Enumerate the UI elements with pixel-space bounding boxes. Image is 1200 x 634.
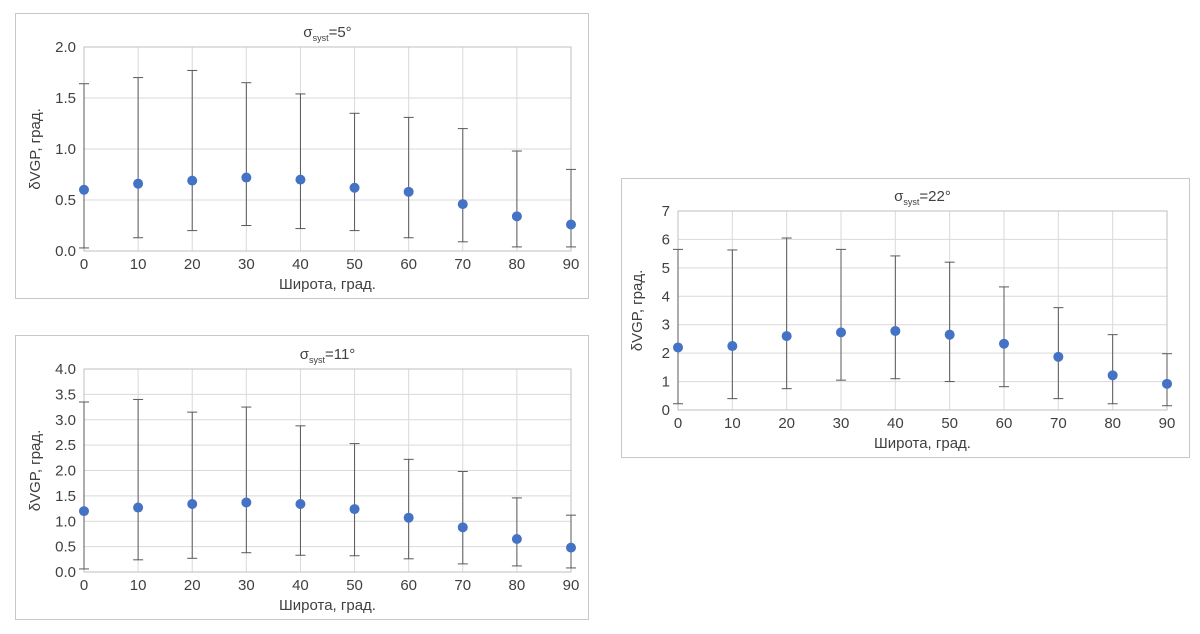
x-tick-label: 80 — [509, 577, 526, 594]
y-tick-label: 3.5 — [55, 386, 76, 403]
data-point — [673, 342, 683, 353]
y-tick-label: 0.0 — [55, 243, 76, 260]
data-point — [79, 506, 89, 517]
data-point — [133, 502, 144, 513]
y-tick-label: 2 — [662, 345, 670, 362]
x-tick-label: 50 — [346, 256, 363, 273]
y-tick-label: 3 — [662, 317, 670, 334]
data-point — [566, 542, 576, 553]
y-tick-label: 6 — [662, 231, 670, 248]
x-tick-label: 30 — [833, 415, 850, 432]
x-tick-label: 80 — [1104, 415, 1121, 432]
data-point — [187, 175, 198, 186]
y-tick-label: 0.0 — [55, 564, 76, 581]
x-axis-title: Широта, град. — [279, 597, 376, 614]
data-point — [511, 534, 522, 545]
x-tick-label: 50 — [941, 415, 958, 432]
x-tick-label: 40 — [887, 415, 904, 432]
data-point — [133, 178, 144, 189]
y-axis-title: δVGP, град. — [629, 270, 646, 352]
chart-title: σsyst=11° — [300, 346, 356, 365]
y-tick-label: 7 — [662, 203, 670, 220]
chart-svg-1: σsyst=5° 0.0 0.5 1.0 1.5 2.0 0 10 20 30 40 50 60 70 80… — [27, 24, 580, 293]
data-point — [403, 512, 414, 523]
y-tick-label: 0 — [662, 402, 670, 419]
data-point — [890, 325, 901, 336]
data-point — [295, 498, 306, 509]
chart-panel-3: σsyst=22° 0 1 2 3 4 5 6 7 0 10 20 30 40 50 60 70 80 90 Широ… — [621, 178, 1190, 458]
y-tick-label: 1 — [662, 374, 670, 391]
x-axis-title: Широта, град. — [279, 276, 376, 293]
x-tick-label: 0 — [80, 577, 88, 594]
data-point — [1162, 378, 1172, 389]
x-tick-label: 10 — [724, 415, 741, 432]
x-tick-label: 60 — [400, 577, 417, 594]
data-point — [836, 327, 846, 338]
x-tick-label: 0 — [674, 415, 682, 432]
x-tick-label: 50 — [346, 577, 363, 594]
data-point — [1107, 370, 1118, 381]
y-tick-label: 1.0 — [55, 513, 76, 530]
x-tick-label: 70 — [454, 256, 471, 273]
data-point — [349, 182, 360, 193]
data-point — [403, 186, 414, 197]
y-tick-label: 2.5 — [55, 437, 76, 454]
x-tick-label: 10 — [130, 577, 147, 594]
chart-title: σsyst=5° — [303, 24, 351, 43]
y-tick-label: 2.0 — [55, 39, 76, 56]
x-tick-label: 40 — [292, 577, 309, 594]
data-point — [241, 172, 252, 183]
chart-panel-2: σsyst=11° 0.0 0.5 1.0 1.5 2.0 2.5 3.0 3.5 4.0 0 10 2… — [15, 335, 589, 620]
chart-panel-1: σsyst=5° 0.0 0.5 1.0 1.5 2.0 0 10 20 30 40 50 60 70 80… — [15, 13, 589, 299]
data-point — [241, 497, 252, 508]
data-point — [727, 341, 738, 352]
x-tick-label: 90 — [563, 577, 580, 594]
x-tick-label: 80 — [509, 256, 526, 273]
data-point — [1053, 351, 1064, 362]
y-tick-label: 1.5 — [55, 488, 76, 505]
plot-area — [677, 210, 1168, 411]
y-tick-label: 0.5 — [55, 192, 76, 209]
x-tick-label: 60 — [400, 256, 417, 273]
y-tick-label: 1.0 — [55, 141, 76, 158]
data-point — [999, 338, 1009, 349]
data-point — [566, 219, 576, 230]
x-tick-label: 60 — [996, 415, 1013, 432]
data-point — [349, 504, 360, 515]
x-tick-label: 90 — [1159, 415, 1176, 432]
chart-svg-2: σsyst=11° 0.0 0.5 1.0 1.5 2.0 2.5 3.0 3.5 4.0 0 10 2… — [27, 346, 580, 614]
y-tick-label: 0.5 — [55, 539, 76, 556]
x-tick-label: 30 — [238, 577, 255, 594]
data-point — [781, 331, 792, 342]
x-tick-label: 20 — [184, 577, 201, 594]
x-tick-label: 40 — [292, 256, 309, 273]
y-tick-label: 3.0 — [55, 412, 76, 429]
x-tick-label: 30 — [238, 256, 255, 273]
x-tick-label: 70 — [454, 577, 471, 594]
data-point — [457, 199, 468, 210]
y-tick-label: 4.0 — [55, 361, 76, 378]
data-point — [295, 174, 306, 185]
y-tick-label: 1.5 — [55, 90, 76, 107]
x-tick-label: 20 — [778, 415, 795, 432]
y-axis-title: δVGP, град. — [27, 108, 44, 190]
data-point — [187, 498, 198, 509]
data-point — [511, 211, 522, 222]
y-tick-label: 2.0 — [55, 463, 76, 480]
chart-title: σsyst=22° — [894, 188, 951, 207]
y-axis-title: δVGP, град. — [27, 430, 44, 512]
x-tick-label: 0 — [80, 256, 88, 273]
x-tick-label: 90 — [563, 256, 580, 273]
data-point — [944, 329, 955, 340]
x-tick-label: 20 — [184, 256, 201, 273]
x-axis-title: Широта, град. — [874, 435, 971, 452]
data-point — [79, 184, 89, 195]
x-tick-label: 10 — [130, 256, 147, 273]
x-tick-label: 70 — [1050, 415, 1067, 432]
y-tick-label: 4 — [662, 288, 670, 305]
data-point — [457, 522, 468, 533]
y-tick-label: 5 — [662, 260, 670, 277]
